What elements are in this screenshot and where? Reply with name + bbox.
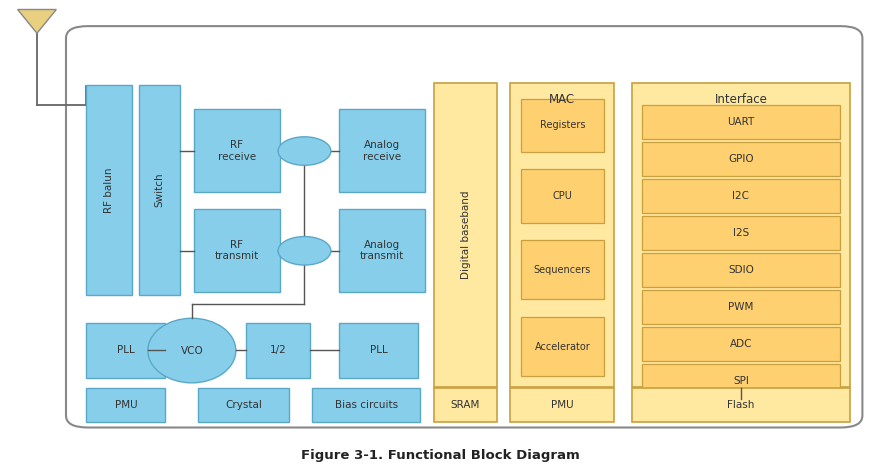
FancyBboxPatch shape bbox=[642, 327, 840, 361]
FancyBboxPatch shape bbox=[312, 388, 420, 422]
FancyBboxPatch shape bbox=[510, 388, 614, 422]
Text: Interface: Interface bbox=[715, 93, 767, 106]
Text: Figure 3-1. Functional Block Diagram: Figure 3-1. Functional Block Diagram bbox=[301, 449, 579, 463]
FancyBboxPatch shape bbox=[339, 109, 425, 192]
Text: I2S: I2S bbox=[733, 228, 749, 238]
Text: I2C: I2C bbox=[732, 191, 750, 201]
Text: CPU: CPU bbox=[553, 191, 572, 201]
Polygon shape bbox=[18, 10, 56, 33]
Text: Crystal: Crystal bbox=[225, 399, 261, 410]
Text: Analog
transmit: Analog transmit bbox=[360, 240, 404, 261]
Text: RF balun: RF balun bbox=[104, 167, 114, 213]
Text: Flash: Flash bbox=[727, 399, 755, 410]
Ellipse shape bbox=[148, 318, 236, 383]
FancyBboxPatch shape bbox=[198, 388, 289, 422]
FancyBboxPatch shape bbox=[86, 323, 165, 378]
Text: RF
receive: RF receive bbox=[217, 140, 256, 162]
FancyBboxPatch shape bbox=[642, 104, 840, 139]
FancyBboxPatch shape bbox=[642, 253, 840, 287]
FancyBboxPatch shape bbox=[632, 388, 850, 422]
FancyBboxPatch shape bbox=[434, 83, 497, 387]
Text: PMU: PMU bbox=[551, 399, 574, 410]
FancyBboxPatch shape bbox=[510, 83, 614, 387]
Text: Analog
receive: Analog receive bbox=[363, 140, 401, 162]
FancyBboxPatch shape bbox=[86, 388, 165, 422]
FancyBboxPatch shape bbox=[434, 388, 497, 422]
FancyBboxPatch shape bbox=[339, 209, 425, 292]
Text: MAC: MAC bbox=[549, 93, 576, 106]
Text: Accelerator: Accelerator bbox=[534, 342, 590, 352]
Text: SRAM: SRAM bbox=[451, 399, 480, 410]
Text: UART: UART bbox=[728, 117, 754, 127]
Text: PWM: PWM bbox=[729, 302, 753, 312]
Text: Digital baseband: Digital baseband bbox=[460, 191, 471, 279]
Text: Switch: Switch bbox=[155, 173, 165, 207]
FancyBboxPatch shape bbox=[642, 142, 840, 176]
FancyBboxPatch shape bbox=[246, 323, 310, 378]
Text: PMU: PMU bbox=[114, 399, 137, 410]
FancyBboxPatch shape bbox=[521, 240, 604, 299]
Text: Registers: Registers bbox=[539, 120, 585, 131]
FancyBboxPatch shape bbox=[521, 99, 604, 152]
Circle shape bbox=[278, 237, 331, 265]
Text: VCO: VCO bbox=[180, 345, 203, 356]
Text: ADC: ADC bbox=[730, 339, 752, 349]
Text: Sequencers: Sequencers bbox=[533, 265, 591, 275]
FancyBboxPatch shape bbox=[86, 86, 132, 294]
FancyBboxPatch shape bbox=[642, 216, 840, 250]
FancyBboxPatch shape bbox=[194, 109, 280, 192]
Text: SPI: SPI bbox=[733, 376, 749, 386]
Circle shape bbox=[278, 137, 331, 165]
FancyBboxPatch shape bbox=[632, 83, 850, 387]
FancyBboxPatch shape bbox=[521, 317, 604, 376]
Text: Bias circuits: Bias circuits bbox=[334, 399, 398, 410]
FancyBboxPatch shape bbox=[66, 26, 862, 428]
Text: RF
transmit: RF transmit bbox=[215, 240, 259, 261]
FancyBboxPatch shape bbox=[139, 86, 180, 294]
FancyBboxPatch shape bbox=[642, 179, 840, 213]
FancyBboxPatch shape bbox=[642, 290, 840, 324]
FancyBboxPatch shape bbox=[642, 364, 840, 399]
Text: PLL: PLL bbox=[370, 345, 387, 355]
FancyBboxPatch shape bbox=[194, 209, 280, 292]
Text: GPIO: GPIO bbox=[728, 154, 754, 164]
Text: 1/2: 1/2 bbox=[269, 345, 287, 355]
Text: PLL: PLL bbox=[117, 345, 135, 355]
FancyBboxPatch shape bbox=[339, 323, 418, 378]
FancyBboxPatch shape bbox=[521, 169, 604, 223]
Text: SDIO: SDIO bbox=[728, 265, 754, 275]
